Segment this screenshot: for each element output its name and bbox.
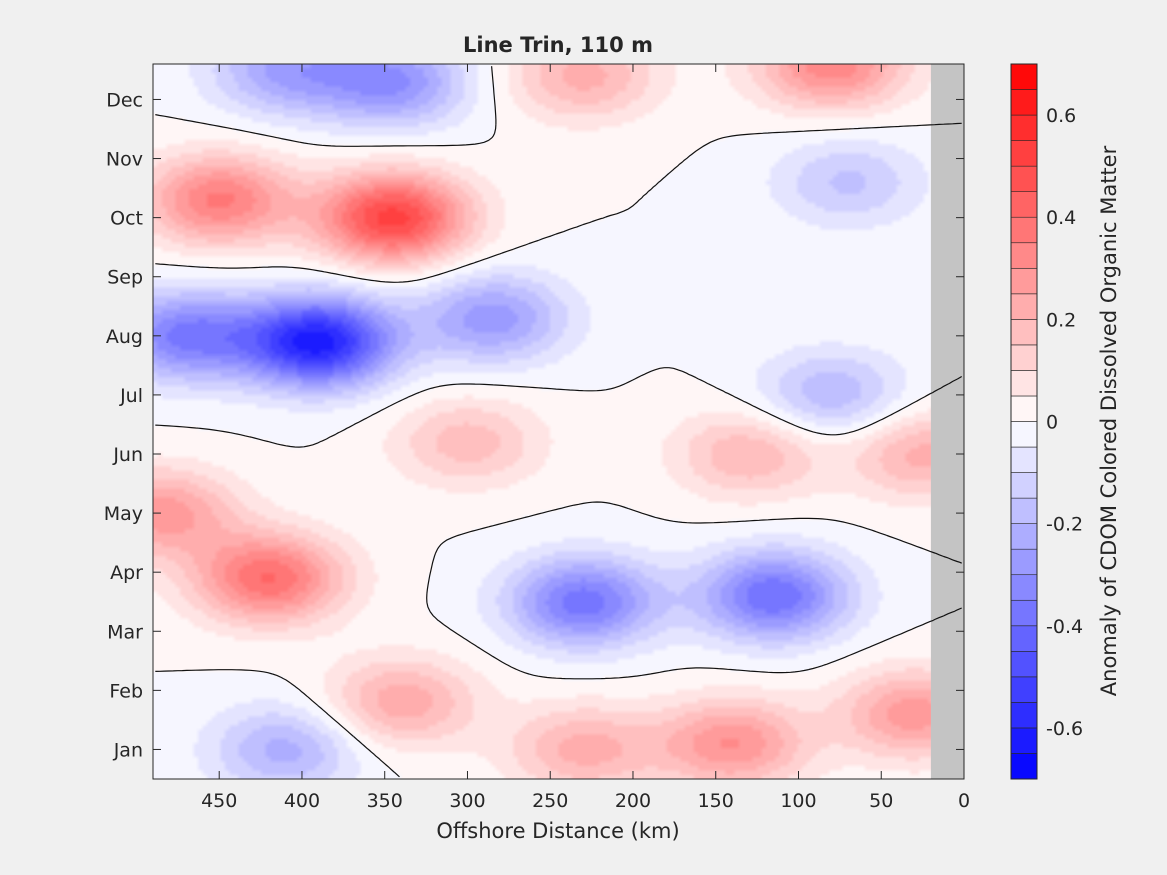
colorbar-band — [1010, 140, 1038, 167]
x-axis: 450 400 350 300 250 200 150 100 50 0 — [201, 64, 970, 812]
y-axis: Jan Feb Mar Apr May Jun Jul Aug Sep Oct Nov Dec — [104, 89, 964, 761]
x-tick-label: 150 — [698, 790, 734, 812]
colorbar-tick-label: 0.6 — [1046, 105, 1076, 127]
colorbar-band — [1010, 395, 1038, 422]
colorbar-band — [1010, 599, 1038, 627]
colorbar-band — [1010, 191, 1038, 218]
y-tick-label: Aug — [106, 326, 143, 348]
no-data-band — [930, 64, 964, 779]
colorbar-frame — [1010, 63, 1038, 780]
colorbar-tick-label: 0.4 — [1046, 207, 1076, 229]
x-tick-label: 0 — [958, 790, 970, 812]
x-tick-label: 200 — [615, 790, 651, 812]
x-tick-label: 250 — [532, 790, 568, 812]
colorbar-tick-label: -0.6 — [1046, 718, 1083, 740]
colorbar-band — [1010, 574, 1038, 601]
colorbar-band — [1010, 727, 1038, 754]
colorbar-band — [1010, 293, 1038, 320]
colorbar-band — [1010, 165, 1038, 192]
colorbar-band — [1010, 267, 1038, 295]
y-tick-label: Jun — [112, 444, 143, 466]
colorbar-band — [1010, 319, 1038, 346]
y-tick-label: Apr — [110, 562, 143, 584]
chart-title: Line Trin, 110 m — [463, 33, 653, 57]
colorbar-band — [1010, 702, 1038, 729]
colorbar-band — [1010, 676, 1038, 703]
colorbar-band — [1010, 370, 1038, 397]
colorbar-tick-label: -0.4 — [1046, 616, 1083, 638]
colorbar-band — [1010, 523, 1038, 550]
colorbar-band — [1010, 344, 1038, 371]
colorbar-band — [1010, 114, 1038, 141]
plot-frame — [152, 63, 965, 780]
x-tick-label: 300 — [449, 790, 485, 812]
y-tick-label: Jul — [119, 385, 143, 407]
colorbar-band — [1010, 548, 1038, 576]
colorbar-ticks: -0.6 -0.4 -0.2 0 0.2 0.4 0.6 — [1046, 105, 1083, 740]
colorbar-band — [1010, 89, 1038, 116]
colorbar-band — [1010, 651, 1038, 678]
colorbar-band — [1010, 625, 1038, 652]
y-tick-label: Jan — [113, 739, 143, 761]
x-axis-label: Offshore Distance (km) — [436, 819, 679, 843]
colorbar-band — [1010, 753, 1038, 780]
x-tick-label: 450 — [201, 790, 237, 812]
plot-area — [152, 63, 965, 780]
zero-contour-lines — [155, 66, 963, 778]
y-tick-label: Sep — [107, 267, 143, 289]
colorbar-band — [1010, 63, 1038, 90]
colorbar-band — [1010, 446, 1038, 473]
x-tick-label: 50 — [869, 790, 893, 812]
colorbar-band — [1010, 497, 1038, 524]
y-tick-label: Mar — [107, 621, 143, 643]
colorbar-tick-label: 0.2 — [1046, 309, 1076, 331]
colorbar: -0.6 -0.4 -0.2 0 0.2 0.4 0.6 Anomaly of CDOM C… — [1010, 63, 1121, 780]
colorbar-label: Anomaly of CDOM Colored Dissolved Organi… — [1097, 145, 1121, 696]
colorbar-tick-label: 0 — [1046, 412, 1058, 434]
y-tick-label: May — [104, 503, 143, 525]
x-tick-label: 100 — [780, 790, 816, 812]
y-tick-label: Nov — [106, 149, 143, 171]
y-tick-label: Dec — [106, 89, 143, 111]
colorbar-band — [1010, 216, 1038, 244]
y-tick-label: Oct — [110, 208, 143, 230]
colorbar-band — [1010, 472, 1038, 499]
colorbar-band — [1010, 421, 1038, 448]
y-tick-label: Feb — [109, 680, 143, 702]
x-tick-label: 350 — [367, 790, 403, 812]
colorbar-tick-label: -0.2 — [1046, 514, 1083, 536]
x-tick-label: 400 — [284, 790, 320, 812]
contour-field — [153, 64, 964, 779]
zero-contour-line — [155, 66, 963, 778]
colorbar-bands — [1010, 63, 1038, 780]
colorbar-band — [1010, 242, 1038, 269]
